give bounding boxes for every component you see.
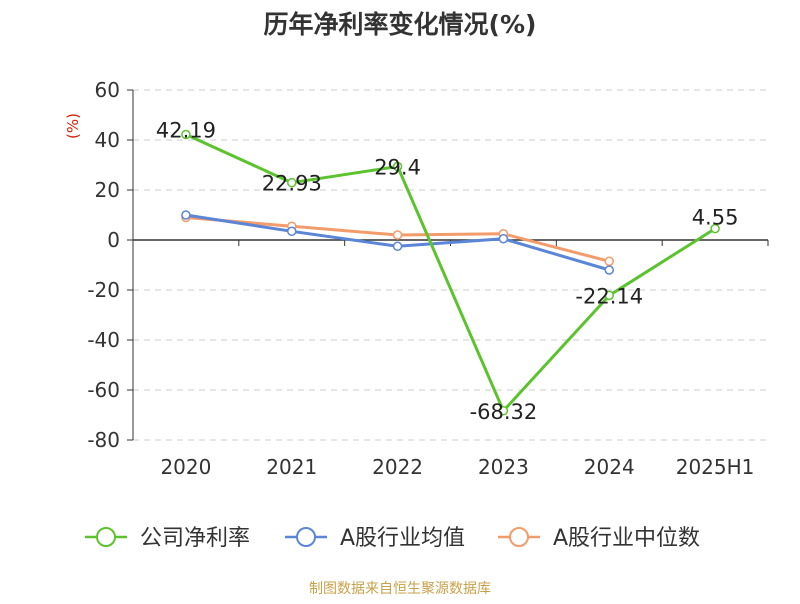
series-line-0	[185, 133, 716, 413]
x-tick-label: 2024	[584, 455, 635, 479]
source-note: 制图数据来自恒生聚源数据库	[309, 581, 491, 597]
data-label: 22.93	[262, 172, 322, 196]
y-tick-label: -40	[87, 328, 120, 352]
data-point-0	[287, 177, 297, 188]
chart-title: 历年净利率变化情况(%)	[264, 10, 537, 39]
data-point-1	[181, 210, 191, 220]
y-tick-label: 0	[107, 228, 120, 252]
data-label: -22.14	[575, 284, 643, 308]
data-point-0	[498, 406, 509, 416]
x-tick-label: 2020	[160, 455, 211, 479]
data-point-1	[287, 226, 297, 236]
x-tick-label: 2021	[266, 455, 317, 479]
y-tick-label: -20	[87, 278, 120, 302]
y-axis-label: (%)	[64, 113, 82, 139]
data-label: 4.55	[692, 206, 739, 230]
y-tick-label: 40	[95, 128, 120, 152]
y-tick-label: -60	[87, 378, 120, 402]
x-tick-label: 2023	[478, 455, 529, 479]
legend-label: A股行业均值	[340, 526, 465, 551]
x-tick-label: 2025H1	[676, 455, 755, 479]
data-label: 42.19	[156, 119, 216, 143]
y-tick-label: 20	[95, 178, 120, 202]
data-point-1	[392, 241, 403, 251]
data-point-2	[604, 256, 614, 266]
data-point-0	[604, 290, 614, 301]
data-point-1	[604, 265, 614, 275]
data-point-1	[498, 234, 509, 244]
data-point-2	[392, 230, 403, 240]
data-label: 29.4	[374, 156, 421, 180]
data-point-0	[710, 223, 720, 234]
legend-label: 公司净利率	[140, 526, 250, 551]
data-label: -68.32	[470, 400, 538, 424]
data-point-0	[392, 161, 403, 172]
legend-label: A股行业中位数	[553, 526, 700, 551]
y-tick-label: -80	[87, 428, 120, 452]
data-point-0	[181, 129, 191, 140]
legend-marker	[509, 527, 529, 547]
x-tick-label: 2022	[372, 455, 423, 479]
y-tick-label: 60	[95, 78, 120, 102]
legend-marker	[296, 527, 316, 547]
legend-marker	[96, 527, 116, 547]
